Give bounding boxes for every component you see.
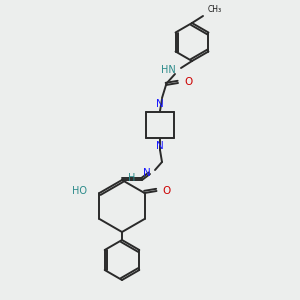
Text: HN: HN bbox=[161, 65, 176, 75]
Text: O: O bbox=[184, 77, 192, 87]
Text: H: H bbox=[128, 173, 135, 183]
Text: N: N bbox=[156, 99, 164, 109]
Text: HO: HO bbox=[73, 186, 88, 196]
Text: CH₃: CH₃ bbox=[208, 5, 222, 14]
Text: N: N bbox=[143, 168, 151, 178]
Text: N: N bbox=[156, 141, 164, 151]
Text: O: O bbox=[163, 186, 171, 196]
